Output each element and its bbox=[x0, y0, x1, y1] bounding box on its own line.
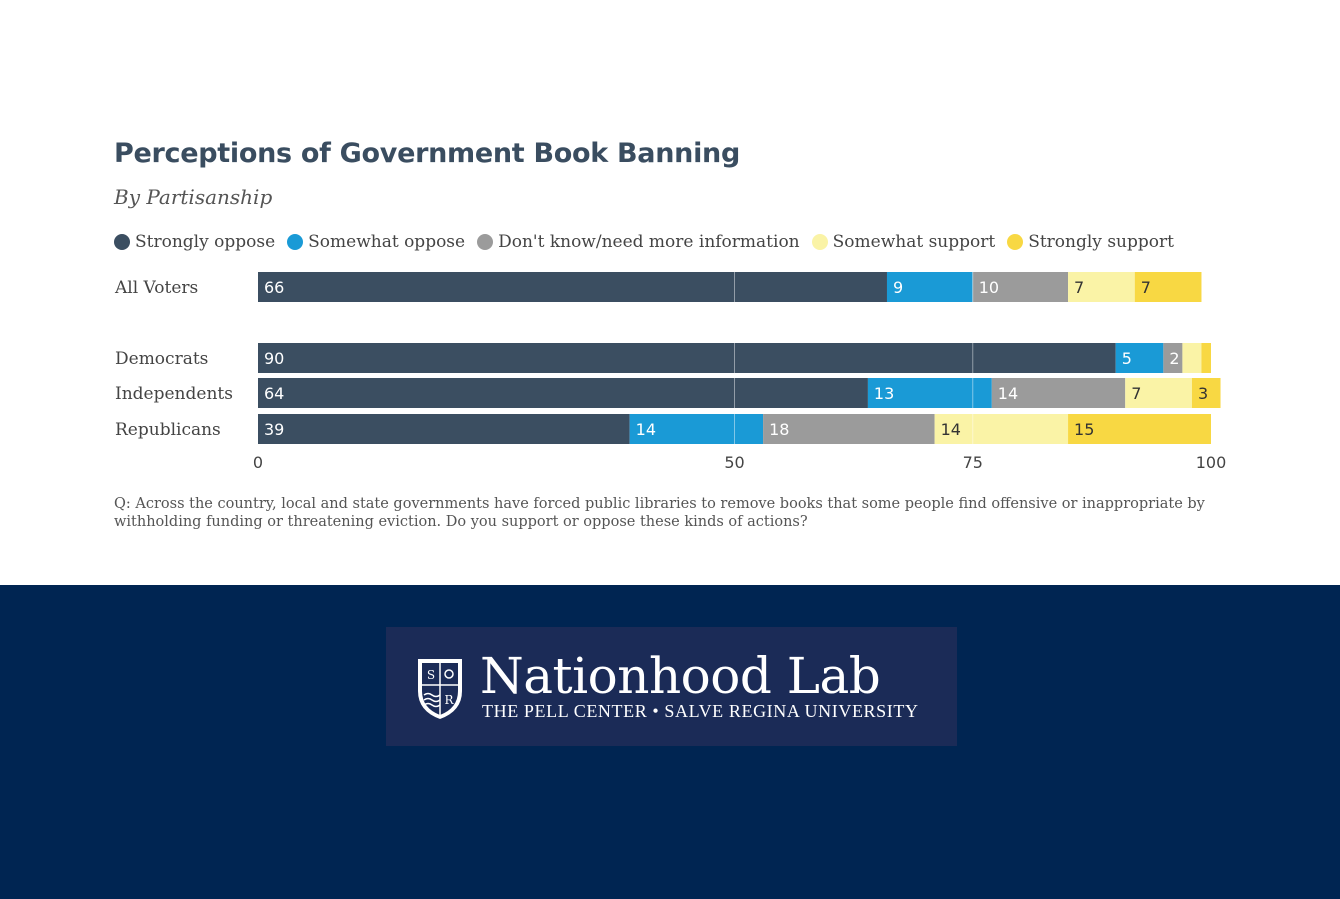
stacked-bar-plot: All Voters 66 9 10 7 7 Democrats 90 5 2 Independen… bbox=[114, 272, 1227, 472]
data-label: 2 bbox=[1169, 349, 1179, 368]
bar-segment bbox=[1125, 378, 1192, 408]
bar-segment bbox=[934, 414, 1069, 444]
data-label: 64 bbox=[264, 384, 284, 403]
nationhood-lab-logo[interactable]: S R Nationhood Lab THE PELL CENTER • SAL… bbox=[386, 627, 957, 746]
legend-label: Strongly oppose bbox=[135, 232, 276, 252]
bar-segment bbox=[1115, 343, 1164, 373]
data-label: 15 bbox=[1074, 420, 1094, 439]
legend-item: Don't know/need more information bbox=[477, 232, 800, 252]
bar-segment bbox=[1163, 343, 1183, 373]
legend-item: Strongly support bbox=[1007, 232, 1174, 252]
bar-segment bbox=[1201, 343, 1211, 373]
survey-question: Q: Across the country, local and state g… bbox=[114, 496, 1205, 530]
bar-segment bbox=[258, 343, 1116, 373]
data-label: 18 bbox=[769, 420, 789, 439]
legend-label: Somewhat oppose bbox=[308, 232, 466, 252]
category-label: All Voters bbox=[114, 278, 198, 298]
logo-name: Nationhood Lab bbox=[480, 647, 881, 705]
chart-title: Perceptions of Government Book Banning bbox=[114, 138, 740, 169]
bar-segment bbox=[258, 414, 630, 444]
bar-segment bbox=[972, 272, 1069, 302]
bar-segment bbox=[258, 272, 887, 302]
legend-item: Somewhat oppose bbox=[287, 232, 465, 252]
legend-item: Somewhat support bbox=[811, 232, 996, 252]
data-label: 5 bbox=[1122, 349, 1132, 368]
chart-area: Perceptions of Government Book Banning B… bbox=[114, 138, 1227, 530]
bar-segment bbox=[1134, 272, 1202, 302]
data-label: 39 bbox=[264, 420, 284, 439]
bar-segment bbox=[991, 378, 1126, 408]
data-label: 13 bbox=[874, 384, 894, 403]
legend-swatch bbox=[477, 234, 494, 250]
bar-segment bbox=[1182, 343, 1202, 373]
data-label: 9 bbox=[893, 278, 903, 297]
category-label: Democrats bbox=[115, 349, 208, 369]
footer: S R Nationhood Lab THE PELL CENTER • SAL… bbox=[0, 585, 1340, 899]
legend-item: Strongly oppose bbox=[114, 232, 275, 252]
legend-swatch bbox=[287, 234, 304, 250]
svg-text:R: R bbox=[444, 693, 454, 707]
x-tick-label: 50 bbox=[724, 453, 744, 472]
x-tick-label: 0 bbox=[253, 453, 263, 472]
chart-subtitle: By Partisanship bbox=[114, 185, 273, 209]
data-label: 10 bbox=[979, 278, 999, 297]
chart-legend: Strongly oppose Somewhat oppose Don't know… bbox=[114, 232, 1186, 252]
x-tick-label: 100 bbox=[1196, 453, 1227, 472]
data-label: 7 bbox=[1141, 278, 1151, 297]
bar-segment bbox=[886, 272, 973, 302]
legend-swatch bbox=[811, 234, 828, 250]
bar-segment bbox=[1068, 414, 1211, 444]
svg-text:S: S bbox=[427, 668, 435, 682]
bar-segment bbox=[867, 378, 992, 408]
data-label: 7 bbox=[1131, 384, 1141, 403]
bar-segment bbox=[763, 414, 935, 444]
legend-swatch bbox=[1007, 234, 1024, 250]
data-label: 7 bbox=[1074, 278, 1084, 297]
shield-icon: S R bbox=[418, 659, 462, 719]
category-label: Republicans bbox=[115, 420, 221, 440]
data-label: 14 bbox=[998, 384, 1018, 403]
data-label: 14 bbox=[941, 420, 961, 439]
bar-segment bbox=[1068, 272, 1135, 302]
bar-segment bbox=[1191, 378, 1221, 408]
data-label: 14 bbox=[636, 420, 656, 439]
legend-swatch bbox=[114, 234, 130, 250]
bar-segment bbox=[258, 378, 868, 408]
data-label: 66 bbox=[264, 278, 284, 297]
data-label: 90 bbox=[264, 349, 284, 368]
bar-segment bbox=[629, 414, 764, 444]
data-label: 3 bbox=[1198, 384, 1208, 403]
legend-label: Don't know/need more information bbox=[498, 232, 800, 252]
legend-label: Somewhat support bbox=[832, 232, 996, 252]
x-tick-label: 75 bbox=[963, 453, 983, 472]
legend-label: Strongly support bbox=[1028, 232, 1174, 252]
logo-subtitle: THE PELL CENTER • SALVE REGINA UNIVERSIT… bbox=[482, 701, 919, 721]
category-label: Independents bbox=[115, 384, 233, 404]
